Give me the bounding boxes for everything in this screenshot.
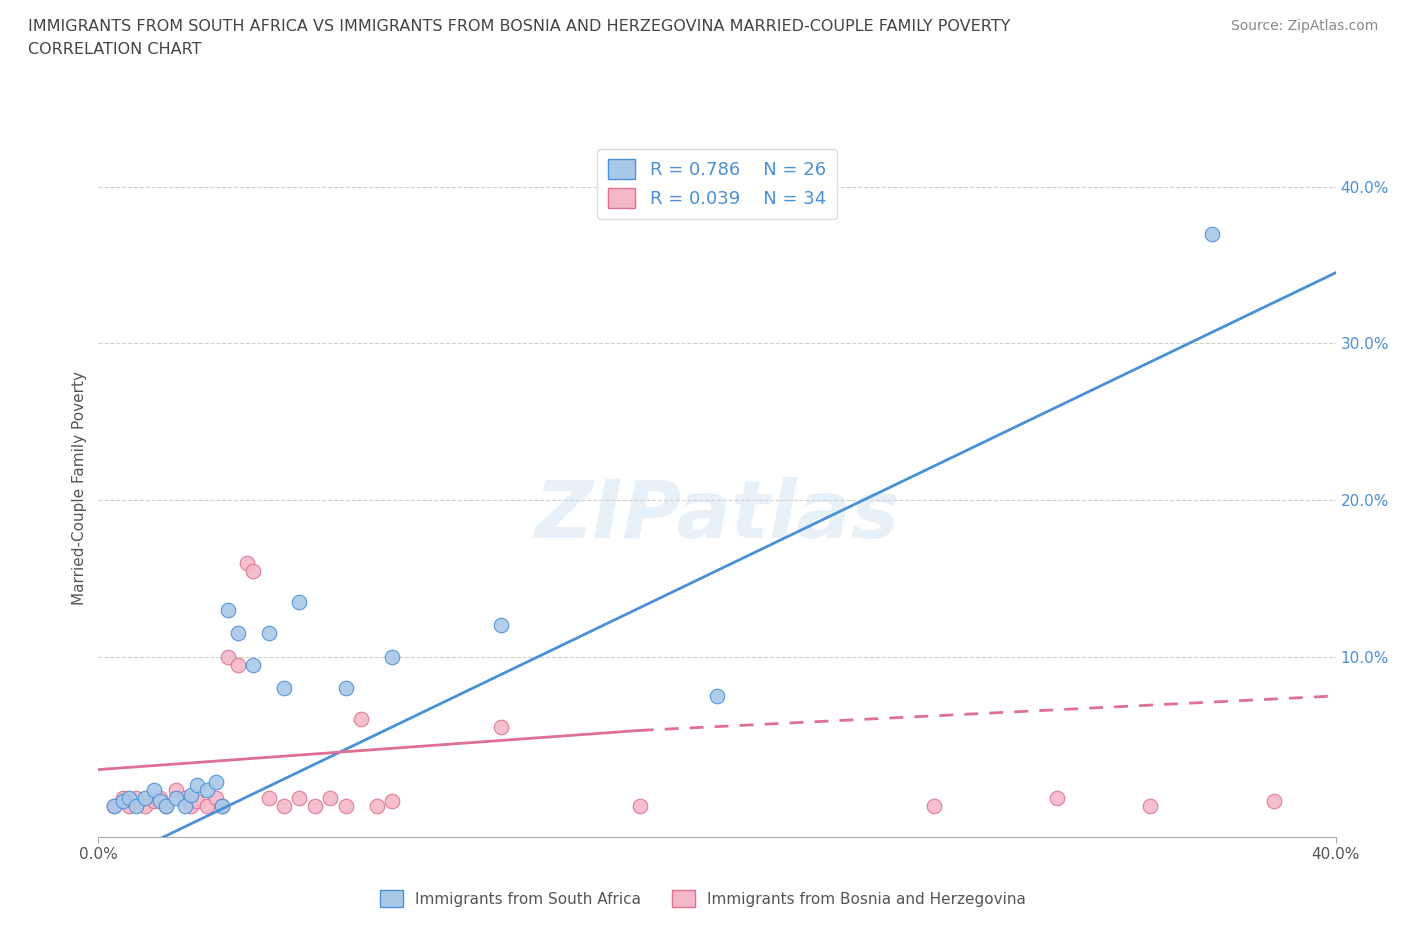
- Point: [628, 798, 651, 813]
- Point: [226, 658, 249, 672]
- Point: [489, 618, 512, 632]
- Point: [257, 626, 280, 641]
- Text: ZIPatlas: ZIPatlas: [534, 477, 900, 555]
- Point: [273, 798, 295, 813]
- Point: [922, 798, 945, 813]
- Point: [1046, 790, 1069, 805]
- Point: [211, 798, 233, 813]
- Point: [155, 798, 177, 813]
- Point: [165, 782, 187, 797]
- Point: [217, 603, 239, 618]
- Point: [304, 798, 326, 813]
- Point: [134, 798, 156, 813]
- Point: [226, 626, 249, 641]
- Point: [180, 798, 202, 813]
- Point: [236, 555, 259, 570]
- Point: [381, 793, 404, 808]
- Point: [381, 649, 404, 664]
- Point: [242, 658, 264, 672]
- Y-axis label: Married-Couple Family Poverty: Married-Couple Family Poverty: [72, 371, 87, 605]
- Point: [205, 790, 228, 805]
- Legend: R = 0.786    N = 26, R = 0.039    N = 34: R = 0.786 N = 26, R = 0.039 N = 34: [598, 149, 837, 219]
- Point: [186, 793, 208, 808]
- Point: [186, 777, 208, 792]
- Point: [1263, 793, 1285, 808]
- Point: [103, 798, 125, 813]
- Point: [319, 790, 342, 805]
- Point: [134, 790, 156, 805]
- Point: [118, 790, 141, 805]
- Point: [124, 798, 146, 813]
- Point: [257, 790, 280, 805]
- Point: [103, 798, 125, 813]
- Point: [288, 594, 311, 609]
- Point: [195, 798, 218, 813]
- Point: [149, 793, 172, 808]
- Point: [350, 712, 373, 727]
- Point: [124, 790, 146, 805]
- Point: [165, 790, 187, 805]
- Point: [489, 720, 512, 735]
- Point: [288, 790, 311, 805]
- Point: [180, 787, 202, 802]
- Point: [242, 563, 264, 578]
- Text: IMMIGRANTS FROM SOUTH AFRICA VS IMMIGRANTS FROM BOSNIA AND HERZEGOVINA MARRIED-C: IMMIGRANTS FROM SOUTH AFRICA VS IMMIGRAN…: [28, 19, 1011, 33]
- Point: [205, 775, 228, 790]
- Point: [174, 798, 197, 813]
- Point: [273, 681, 295, 696]
- Point: [1139, 798, 1161, 813]
- Point: [706, 688, 728, 703]
- Point: [335, 798, 357, 813]
- Point: [195, 782, 218, 797]
- Legend: Immigrants from South Africa, Immigrants from Bosnia and Herzegovina: Immigrants from South Africa, Immigrants…: [374, 884, 1032, 913]
- Point: [118, 798, 141, 813]
- Point: [143, 793, 166, 808]
- Point: [1201, 226, 1223, 241]
- Point: [217, 649, 239, 664]
- Point: [155, 798, 177, 813]
- Text: Source: ZipAtlas.com: Source: ZipAtlas.com: [1230, 19, 1378, 33]
- Point: [112, 790, 135, 805]
- Text: CORRELATION CHART: CORRELATION CHART: [28, 42, 201, 57]
- Point: [174, 790, 197, 805]
- Point: [149, 790, 172, 805]
- Point: [211, 798, 233, 813]
- Point: [112, 793, 135, 808]
- Point: [366, 798, 388, 813]
- Point: [335, 681, 357, 696]
- Point: [143, 782, 166, 797]
